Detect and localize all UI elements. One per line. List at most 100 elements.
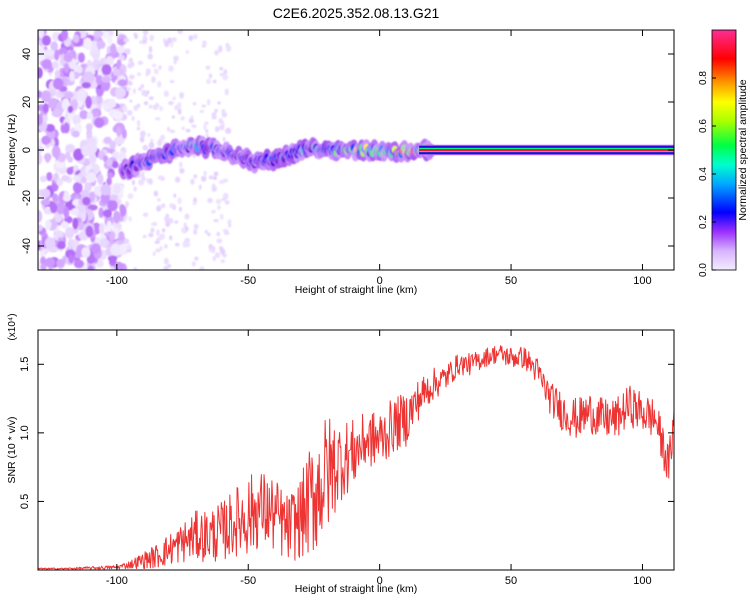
- noise-mark: [86, 59, 92, 68]
- noise-mark: [142, 234, 147, 239]
- noise-mark: [142, 39, 147, 44]
- noise-mark: [115, 87, 126, 99]
- noise-mark: [179, 92, 185, 99]
- noise-mark: [72, 114, 81, 126]
- snr-x-axis: -100 -50 0 50 100: [106, 330, 652, 587]
- noise-mark: [85, 95, 92, 109]
- noise-mark: [133, 267, 138, 270]
- noise-mark: [122, 105, 128, 112]
- noise-mark: [172, 96, 176, 101]
- noise-mark: [149, 34, 155, 42]
- noise-mark: [218, 45, 223, 53]
- noise-mark: [164, 40, 170, 48]
- noise-mark: [113, 184, 122, 194]
- noise-mark: [73, 174, 81, 182]
- noise-mark: [171, 115, 176, 119]
- noise-mark: [94, 117, 105, 128]
- snr-y-label: SNR (10 * v/v): [6, 416, 18, 483]
- noise-mark: [69, 70, 75, 82]
- noise-mark: [57, 240, 66, 250]
- spectrogram-y-label: Frequency (Hz): [6, 114, 18, 186]
- spectrogram-y-tick-label: 0: [21, 147, 33, 153]
- noise-mark: [63, 122, 70, 134]
- noise-mark: [38, 114, 43, 126]
- noise-mark: [103, 136, 112, 145]
- noise-mark: [152, 251, 156, 257]
- noise-mark: [64, 226, 75, 239]
- noise-mark: [168, 101, 174, 106]
- noise-mark: [183, 222, 187, 228]
- noise-mark: [40, 90, 52, 103]
- noise-mark: [109, 256, 116, 264]
- noise-mark: [86, 142, 98, 155]
- noise-mark: [141, 171, 145, 176]
- noise-mark: [109, 140, 117, 150]
- noise-mark: [106, 177, 112, 186]
- noise-mark: [219, 213, 224, 220]
- noise-mark: [46, 171, 53, 182]
- noise-mark: [87, 265, 94, 270]
- noise-mark: [180, 116, 185, 121]
- noise-mark: [110, 43, 117, 56]
- noise-mark: [157, 175, 164, 180]
- noise-mark: [106, 99, 117, 109]
- noise-mark: [210, 209, 216, 214]
- noise-mark: [219, 67, 224, 71]
- noise-mark: [138, 179, 145, 186]
- noise-mark: [119, 203, 125, 213]
- noise-mark: [45, 152, 51, 163]
- noise-mark: [213, 219, 219, 223]
- noise-mark: [174, 242, 180, 247]
- noise-mark: [217, 204, 221, 210]
- noise-mark: [141, 89, 147, 97]
- noise-mark: [133, 186, 137, 192]
- noise-mark: [203, 123, 207, 131]
- noise-mark: [193, 174, 198, 179]
- noise-mark: [181, 126, 186, 131]
- noise-mark: [107, 199, 118, 212]
- noise-mark: [154, 240, 160, 244]
- noise-mark: [44, 237, 55, 250]
- noise-mark: [68, 254, 75, 264]
- spectrogram-heatmap: [38, 30, 674, 270]
- noise-mark: [116, 126, 122, 137]
- noise-mark: [127, 193, 134, 200]
- noise-mark: [50, 41, 58, 52]
- noise-mark: [71, 208, 79, 216]
- spectrogram-x-tick-label: 0: [377, 275, 383, 287]
- noise-mark: [38, 210, 43, 223]
- noise-mark: [163, 266, 169, 270]
- noise-mark: [204, 121, 209, 125]
- noise-mark: [205, 133, 209, 138]
- snr-x-tick-label: 100: [633, 575, 651, 587]
- spectrogram-y-tick-label: 20: [21, 96, 33, 108]
- noise-mark: [223, 231, 230, 235]
- snr-x-tick-label: -50: [240, 575, 256, 587]
- colorbar-tick-label: 0.4: [698, 167, 709, 181]
- noise-mark: [118, 54, 126, 62]
- colorbar-tick-label: 0.0: [698, 263, 709, 277]
- noise-mark: [159, 233, 165, 240]
- noise-mark: [101, 76, 112, 83]
- noise-mark: [113, 68, 121, 77]
- noise-mark: [179, 168, 185, 174]
- noise-mark: [56, 258, 66, 268]
- noise-mark: [222, 228, 229, 233]
- noise-mark: [126, 110, 133, 116]
- noise-mark: [227, 223, 232, 228]
- snr-x-tick-label: -100: [106, 575, 128, 587]
- noise-mark: [163, 257, 169, 265]
- noise-mark: [147, 133, 151, 137]
- noise-mark: [63, 206, 70, 219]
- spectrogram-x-tick-label: -100: [106, 275, 128, 287]
- noise-mark: [134, 33, 138, 40]
- noise-mark: [111, 160, 119, 169]
- noise-mark: [93, 30, 104, 38]
- noise-mark: [157, 197, 161, 202]
- noise-mark: [212, 176, 218, 181]
- noise-mark: [173, 193, 177, 198]
- noise-mark: [140, 174, 145, 179]
- noise-mark: [170, 41, 174, 48]
- noise-mark: [173, 55, 179, 62]
